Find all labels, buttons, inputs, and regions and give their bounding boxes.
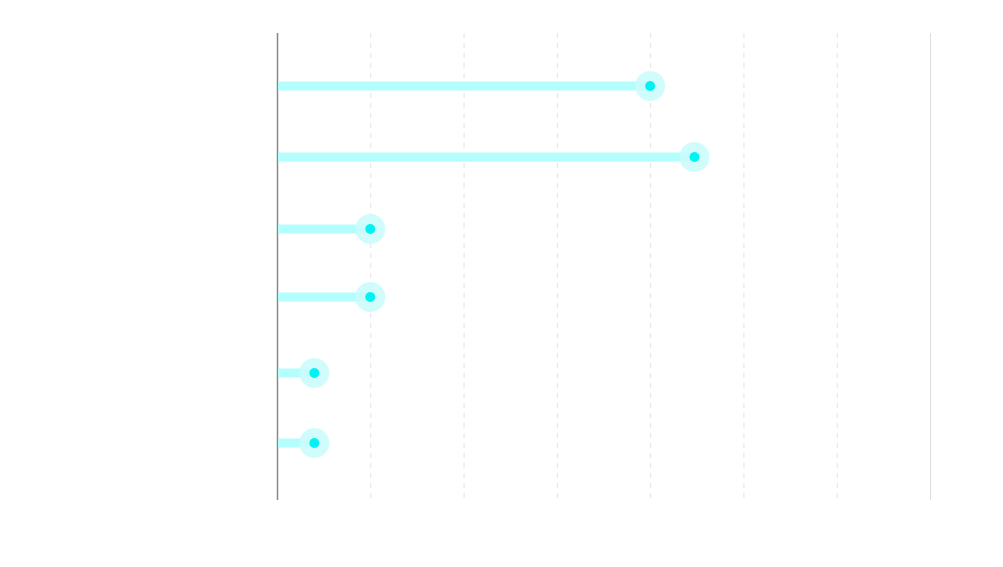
lollipop-dot [365,292,376,302]
lollipop [278,358,330,388]
lollipop-stem [278,152,695,162]
lollipop-stem [278,224,371,234]
marks-layer [278,71,710,458]
lollipop-stem [278,438,315,448]
lollipop-dot [309,438,320,448]
lollipop [278,142,710,172]
lollipop-dot [645,81,656,91]
axis-layer [276,33,931,500]
lollipop [278,282,386,312]
lollipop-stem [278,81,651,91]
lollipop [278,71,666,101]
lollipop [278,214,386,244]
lollipop-dot [689,152,700,162]
lollipop-stem [278,292,371,302]
lollipop-dot [309,368,320,378]
lollipop-stem [278,368,315,378]
lollipop-dot [365,224,376,234]
lollipop [278,428,330,458]
grid-layer [370,33,838,500]
